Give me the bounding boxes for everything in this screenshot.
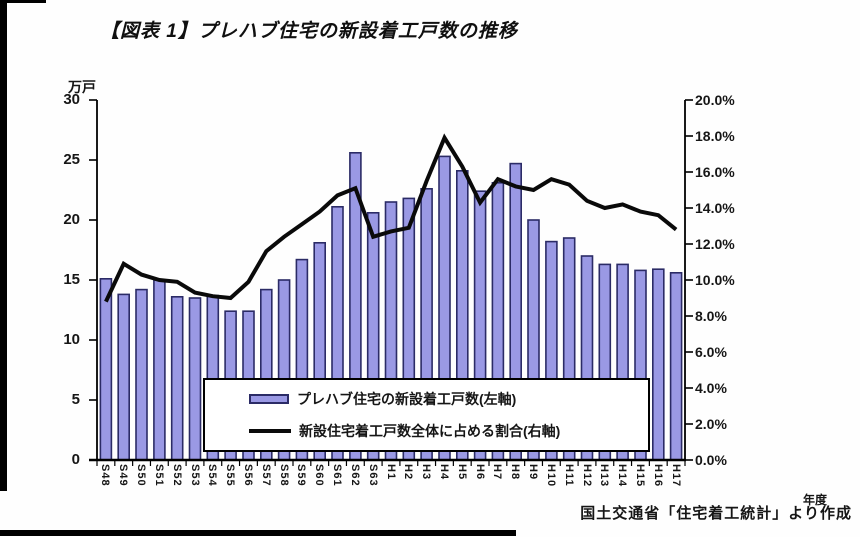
bar-S52: [170, 295, 184, 461]
x-label-H16: H16: [651, 464, 664, 488]
right-tick-label-12.0%: 12.0%: [695, 236, 735, 252]
x-label-H1: H1: [384, 464, 397, 481]
x-label-H17: H17: [669, 464, 682, 488]
right-tick-label-4.0%: 4.0%: [695, 380, 727, 396]
x-label-S62: S62: [348, 464, 361, 487]
legend-row-line: 新設住宅着工戸数全体に占める割合(右軸): [249, 421, 648, 441]
x-label-H9: H9: [527, 464, 540, 481]
bar-series-label: プレハブ住宅の新設着工戸数(左軸): [297, 391, 517, 407]
x-label-H6: H6: [473, 464, 486, 481]
right-tick-label-20.0%: 20.0%: [695, 92, 735, 108]
bar-S51: [153, 279, 166, 461]
x-label-S58: S58: [277, 464, 290, 487]
x-label-S53: S53: [188, 464, 201, 487]
x-label-S60: S60: [313, 464, 326, 487]
x-label-S61: S61: [331, 464, 344, 487]
left-tick-label-20: 20: [63, 211, 80, 228]
page-edge-bottom: [0, 530, 516, 536]
right-tick-label-2.0%: 2.0%: [695, 416, 727, 432]
left-tick-label-5: 5: [71, 391, 80, 408]
x-label-S59: S59: [295, 464, 308, 487]
line-series-swatch: [249, 429, 291, 433]
x-label-H14: H14: [616, 464, 629, 488]
bar-H17: [669, 271, 683, 461]
x-label-S56: S56: [241, 464, 254, 487]
bar-series-swatch: [249, 394, 289, 404]
x-label-H7: H7: [491, 464, 504, 481]
line-series-label: 新設住宅着工戸数全体に占める割合(右軸): [299, 423, 561, 439]
x-label-S63: S63: [366, 464, 379, 487]
bar-S48: [99, 277, 113, 461]
x-label-S48: S48: [99, 464, 112, 487]
left-axis-unit-label: 万戸: [68, 79, 96, 95]
bar-S49: [117, 293, 130, 461]
x-label-H5: H5: [455, 464, 468, 481]
x-label-H4: H4: [437, 464, 450, 481]
left-tick-label-30: 30: [63, 91, 80, 108]
legend-row-bars: プレハブ住宅の新設着工戸数(左軸): [249, 389, 648, 409]
bar-S50: [135, 288, 148, 461]
left-tick-label-25: 25: [63, 151, 80, 168]
right-tick-label-18.0%: 18.0%: [695, 128, 735, 144]
right-tick-label-6.0%: 6.0%: [695, 344, 727, 360]
ratio-line: [104, 133, 678, 303]
legend: プレハブ住宅の新設着工戸数(左軸) 新設住宅着工戸数全体に占める割合(右軸): [203, 378, 650, 452]
left-tick-label-0: 0: [71, 451, 80, 468]
x-label-S52: S52: [170, 464, 183, 487]
right-tick-label-16.0%: 16.0%: [695, 164, 735, 180]
page-edge-left: [0, 0, 7, 491]
left-tick-label-10: 10: [63, 331, 80, 348]
x-label-H10: H10: [544, 464, 557, 488]
page-edge-top: [0, 0, 46, 3]
right-tick-label-8.0%: 8.0%: [695, 308, 727, 324]
chart-title: 【図表 1】プレハブ住宅の新設着工戸数の推移: [100, 21, 518, 42]
right-tick-label-14.0%: 14.0%: [695, 200, 735, 216]
right-tick-label-0.0%: 0.0%: [695, 452, 727, 468]
x-label-H11: H11: [562, 464, 575, 487]
x-label-S55: S55: [224, 464, 237, 487]
x-label-H13: H13: [598, 464, 611, 488]
left-tick-label-15: 15: [63, 271, 80, 288]
x-label-S50: S50: [135, 464, 148, 487]
x-label-H3: H3: [420, 464, 433, 481]
x-label-H12: H12: [580, 464, 593, 488]
bar-S53: [188, 297, 202, 461]
x-label-S54: S54: [206, 464, 219, 487]
right-tick-label-10.0%: 10.0%: [695, 272, 735, 288]
x-label-H8: H8: [509, 464, 522, 481]
source-note: 国土交通省「住宅着工統計」より作成: [580, 505, 852, 522]
x-label-S49: S49: [117, 464, 130, 487]
x-label-S51: S51: [152, 464, 165, 487]
x-axis-unit-label: 年度: [803, 493, 828, 507]
x-label-H2: H2: [402, 464, 415, 481]
bar-H16: [651, 268, 665, 461]
x-label-S57: S57: [259, 464, 272, 487]
x-label-H15: H15: [633, 464, 646, 488]
